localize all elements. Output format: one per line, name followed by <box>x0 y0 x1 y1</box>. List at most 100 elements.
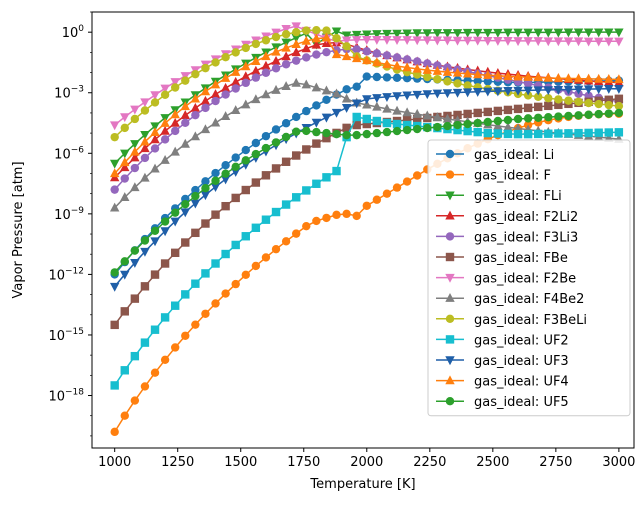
data-point <box>604 74 614 83</box>
data-point <box>180 101 190 111</box>
data-point <box>372 35 382 45</box>
data-point <box>160 259 170 268</box>
data-point <box>109 282 120 292</box>
data-point <box>523 79 533 88</box>
data-point <box>291 27 301 37</box>
legend-item: gas_ideal: UF3 <box>436 354 569 369</box>
data-point <box>503 105 513 115</box>
data-point <box>382 59 392 69</box>
data-point <box>433 61 442 70</box>
data-point <box>231 162 240 172</box>
data-point <box>281 81 291 90</box>
data-point <box>110 185 119 194</box>
data-point <box>331 27 342 37</box>
data-point <box>271 32 281 42</box>
data-point <box>251 261 261 271</box>
data-point <box>443 77 452 86</box>
y-tick-label: 10−9 <box>54 206 84 223</box>
data-point <box>513 104 523 114</box>
data-point <box>271 125 281 134</box>
data-point <box>503 87 513 96</box>
legend-marker <box>445 314 455 323</box>
data-point <box>241 185 250 195</box>
data-point <box>301 79 311 89</box>
data-point <box>230 76 241 86</box>
data-point <box>372 116 382 126</box>
data-point <box>554 112 563 121</box>
data-point <box>120 123 129 133</box>
data-point <box>241 232 250 241</box>
data-point <box>342 123 351 133</box>
data-point <box>281 132 291 142</box>
data-point <box>473 69 483 79</box>
data-point <box>210 89 221 99</box>
data-point <box>160 135 170 144</box>
data-point <box>553 86 564 95</box>
data-point <box>140 98 150 108</box>
data-point <box>493 87 503 97</box>
data-point <box>312 179 321 188</box>
data-point <box>291 127 301 136</box>
data-point <box>241 99 251 109</box>
data-point <box>412 29 422 39</box>
data-point <box>231 240 240 250</box>
data-point <box>312 50 321 59</box>
data-point <box>583 37 594 47</box>
data-point <box>462 68 473 78</box>
data-point <box>110 320 119 330</box>
data-point <box>261 143 271 153</box>
data-point <box>574 128 583 138</box>
data-point <box>392 73 402 83</box>
data-point <box>302 145 311 154</box>
data-point <box>241 156 250 165</box>
data-point <box>493 106 503 116</box>
data-point <box>201 309 210 318</box>
data-point <box>230 105 241 115</box>
data-point <box>594 73 604 83</box>
data-point <box>563 85 574 95</box>
legend-item: gas_ideal: UF2 <box>436 333 569 348</box>
data-point <box>493 28 503 38</box>
data-point <box>210 79 221 89</box>
data-point <box>261 60 271 70</box>
data-point <box>543 37 553 47</box>
data-point <box>221 161 230 170</box>
data-point <box>594 109 603 119</box>
legend-label: gas_ideal: FLi <box>474 189 562 204</box>
data-point <box>382 118 392 128</box>
data-point <box>261 36 271 45</box>
data-point <box>191 185 200 195</box>
data-point <box>432 89 443 99</box>
data-point <box>412 90 422 100</box>
data-point <box>190 199 201 209</box>
data-point <box>201 103 210 113</box>
data-point <box>483 36 493 46</box>
data-point <box>120 411 129 420</box>
data-point <box>271 64 281 73</box>
data-point <box>140 106 150 115</box>
legend-item: gas_ideal: Li <box>436 148 554 163</box>
data-point <box>110 381 119 390</box>
x-tick-label: 2000 <box>350 455 383 470</box>
data-point <box>140 338 150 347</box>
data-point <box>261 131 271 141</box>
data-point <box>191 191 200 201</box>
data-point <box>413 114 422 124</box>
data-point <box>584 98 593 108</box>
data-point <box>231 84 240 93</box>
data-point <box>221 201 230 211</box>
data-point <box>392 126 402 136</box>
data-point <box>463 119 472 129</box>
data-point <box>201 184 210 193</box>
data-point <box>483 87 493 97</box>
data-point <box>241 78 250 88</box>
data-point <box>463 81 472 90</box>
data-point <box>493 36 503 46</box>
data-point <box>291 77 301 87</box>
data-point <box>503 129 513 139</box>
data-point <box>362 47 371 56</box>
data-point <box>110 268 119 277</box>
data-point <box>170 78 180 88</box>
data-point <box>573 28 584 38</box>
data-point <box>422 90 432 100</box>
